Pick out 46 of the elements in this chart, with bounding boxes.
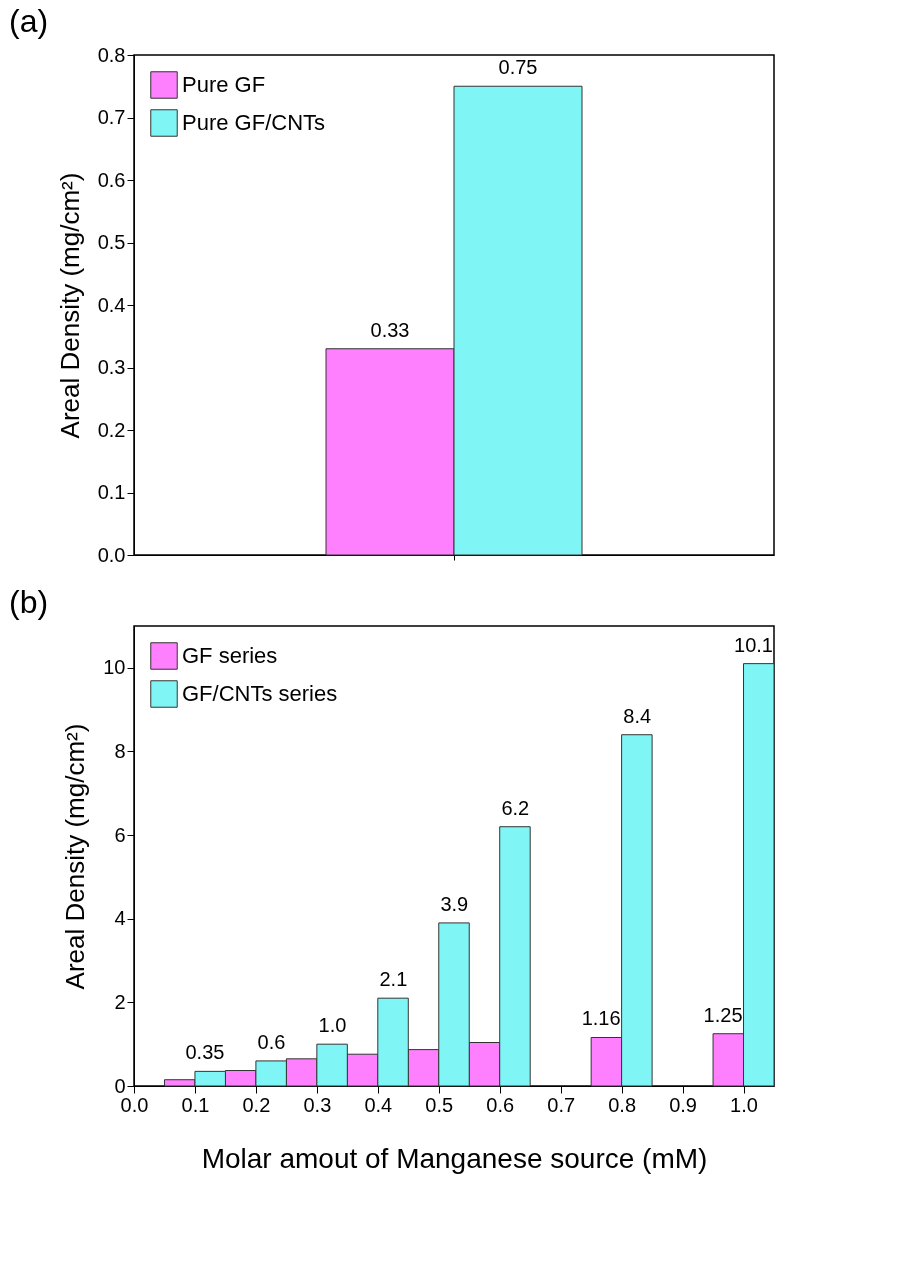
data-label: 3.9 — [440, 892, 469, 915]
chart-title: (a) — [9, 3, 49, 39]
y-tick-label: 2 — [114, 990, 126, 1013]
data-label: 1.25 — [703, 1003, 743, 1026]
y-tick-label: 0.5 — [97, 231, 126, 253]
x-axis-title: Molar amout of Manganese source (mM) — [201, 1142, 708, 1174]
x-tick-label: 0.9 — [669, 1093, 697, 1116]
y-tick-label: 4 — [114, 907, 126, 930]
y-tick-label: 8 — [114, 739, 126, 762]
data-label: 1.0 — [318, 1014, 347, 1037]
data-label: 10.1 — [734, 633, 773, 656]
legend-label: Pure GF — [182, 72, 266, 97]
x-tick-label: 0.5 — [425, 1093, 454, 1116]
y-tick-label: 0.6 — [97, 168, 126, 191]
y-tick-label: 0.7 — [97, 106, 126, 128]
x-tick-label: 1.0 — [730, 1093, 758, 1116]
x-tick-label: 0.2 — [242, 1093, 271, 1116]
y-tick-label: 0.1 — [97, 481, 126, 503]
data-label: 0.33 — [370, 318, 410, 341]
x-tick-label: 0.3 — [303, 1093, 332, 1116]
data-label: 1.16 — [581, 1007, 621, 1030]
x-tick-label: 0.6 — [486, 1093, 515, 1116]
y-tick-label: 0.2 — [97, 418, 126, 441]
x-tick-label: 0.7 — [547, 1093, 576, 1116]
y-tick-label: 0.0 — [97, 543, 126, 566]
chart-title: (b) — [9, 584, 49, 620]
data-label: 0.35 — [185, 1041, 225, 1064]
data-label: 8.4 — [623, 704, 652, 727]
y-axis-title: Areal Density (mg/cm²) — [60, 723, 91, 990]
legend-label: Pure GF/CNTs — [182, 110, 326, 135]
y-tick-label: 0 — [114, 1074, 126, 1097]
x-tick-label: 0.1 — [181, 1093, 210, 1116]
data-label: 6.2 — [501, 796, 530, 819]
legend-label: GF series — [182, 643, 278, 668]
y-axis-title: Areal Density (mg/cm²) — [54, 172, 85, 439]
data-label: 2.1 — [379, 968, 408, 991]
y-tick-label: 0.4 — [97, 293, 126, 316]
x-tick-label: 0.8 — [608, 1093, 637, 1116]
y-tick-label: 10 — [103, 656, 126, 679]
x-tick-label: 0.4 — [364, 1093, 393, 1116]
y-tick-label: 0.8 — [97, 43, 126, 66]
legend-label: GF/CNTs series — [182, 681, 338, 706]
y-tick-label: 6 — [114, 823, 126, 846]
y-tick-label: 0.3 — [97, 356, 126, 378]
data-label: 0.6 — [257, 1030, 286, 1053]
data-label: 0.75 — [498, 56, 538, 79]
